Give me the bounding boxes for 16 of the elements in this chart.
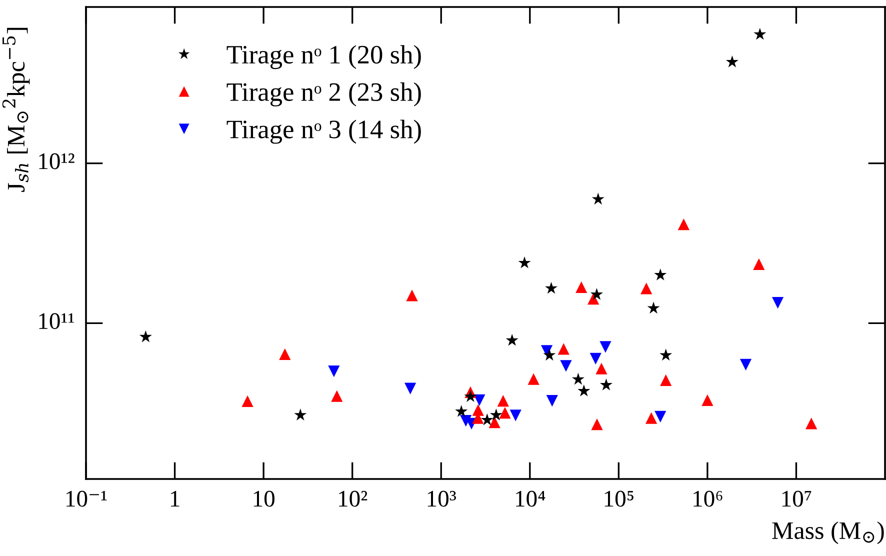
x-tick-label: 10 xyxy=(254,490,274,507)
x-tick-label: 10⁵ xyxy=(604,490,634,507)
legend-label: Tirage nᵒ 1 (20 sh) xyxy=(226,45,421,70)
y-axis-title: J$_{sh}$ [M$_{⊙}$$^{2}$kpc$^{−5}$] xyxy=(2,28,30,192)
x-axis-title: Mass (M$_{⊙}$) xyxy=(772,521,884,544)
x-tick-label: 1 xyxy=(170,490,180,506)
legend-label: Tirage nᵒ 2 (23 sh) xyxy=(226,82,421,106)
x-tick-label: 10⁴ xyxy=(516,490,546,507)
x-tick-label: 10³ xyxy=(428,490,456,507)
x-tick-label: 10⁻¹ xyxy=(66,490,107,507)
y-tick-label: 10¹¹ xyxy=(39,313,74,330)
y-tick-label: 10¹² xyxy=(39,153,74,170)
legend-label: Tirage nᵒ 3 (14 sh) xyxy=(226,120,421,144)
x-tick-label: 10⁶ xyxy=(694,490,722,507)
x-tick-label: 10² xyxy=(339,490,368,507)
x-tick-label: 10⁷ xyxy=(782,490,812,507)
